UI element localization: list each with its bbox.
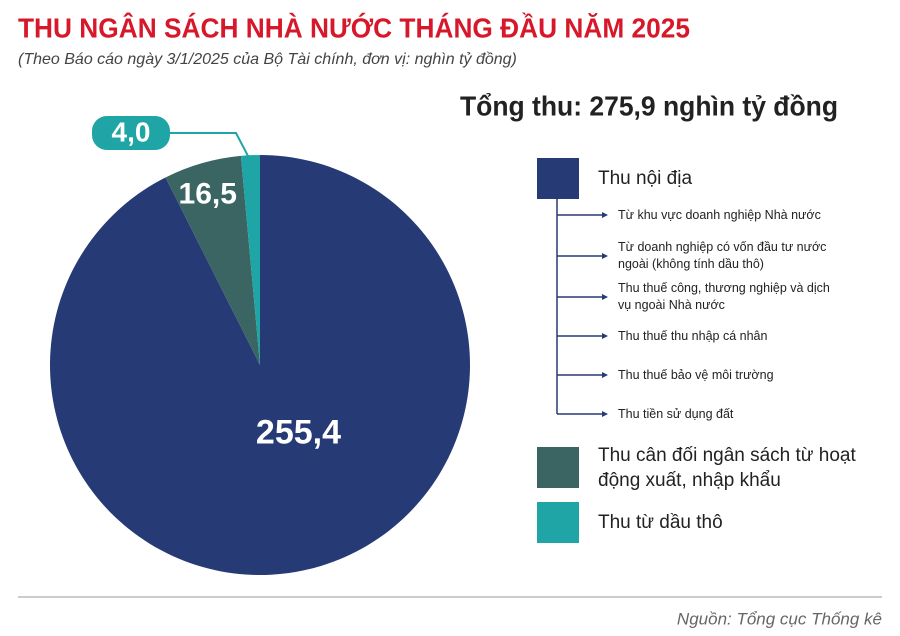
legend-swatch — [537, 158, 579, 199]
sub-item: Từ doanh nghiệp có vốn đầu tư nước ngoài… — [618, 240, 827, 271]
sub-item: Thu thuế bảo vệ môi trường — [618, 367, 774, 382]
pie-slice — [240, 155, 260, 365]
chart-title: THU NGÂN SÁCH NHÀ NƯỚC THÁNG ĐẦU NĂM 202… — [18, 12, 690, 43]
tree-arrow — [602, 411, 608, 417]
callout-box — [92, 116, 170, 150]
callout-line — [170, 132, 252, 162]
sub-item: Thu thuế thu nhập cá nhân — [618, 328, 768, 343]
source: Nguồn: Tổng cục Thống kê — [677, 609, 882, 628]
total-label: Tổng thu: 275,9 nghìn tỷ đồng — [460, 90, 838, 121]
tree-arrow — [602, 212, 608, 218]
pie-slice — [165, 155, 260, 365]
value-label: 4,0 — [112, 116, 151, 147]
tree-arrow — [602, 372, 608, 378]
subtitle: (Theo Báo cáo ngày 3/1/2025 của Bộ Tài c… — [18, 51, 517, 68]
tree-arrow — [602, 253, 608, 259]
value-label: 255,4 — [256, 414, 341, 452]
legend-label: Thu từ dầu thô — [598, 512, 723, 533]
pie-slice — [49, 155, 471, 575]
legend-swatch — [537, 502, 579, 543]
sub-item: Thu thuế công, thương nghiệp và dịch vụ … — [618, 281, 830, 312]
value-label: 16,5 — [179, 177, 237, 210]
tree-arrow — [602, 333, 608, 339]
sub-item: Thu tiền sử dụng đất — [618, 406, 734, 421]
legend-label: Thu nội địa — [598, 168, 693, 189]
legend-label: Thu cân đối ngân sách từ hoạt động xuất,… — [598, 444, 856, 491]
legend-swatch — [537, 447, 579, 488]
sub-item: Từ khu vực doanh nghiệp Nhà nước — [618, 207, 821, 222]
tree-arrow — [602, 294, 608, 300]
